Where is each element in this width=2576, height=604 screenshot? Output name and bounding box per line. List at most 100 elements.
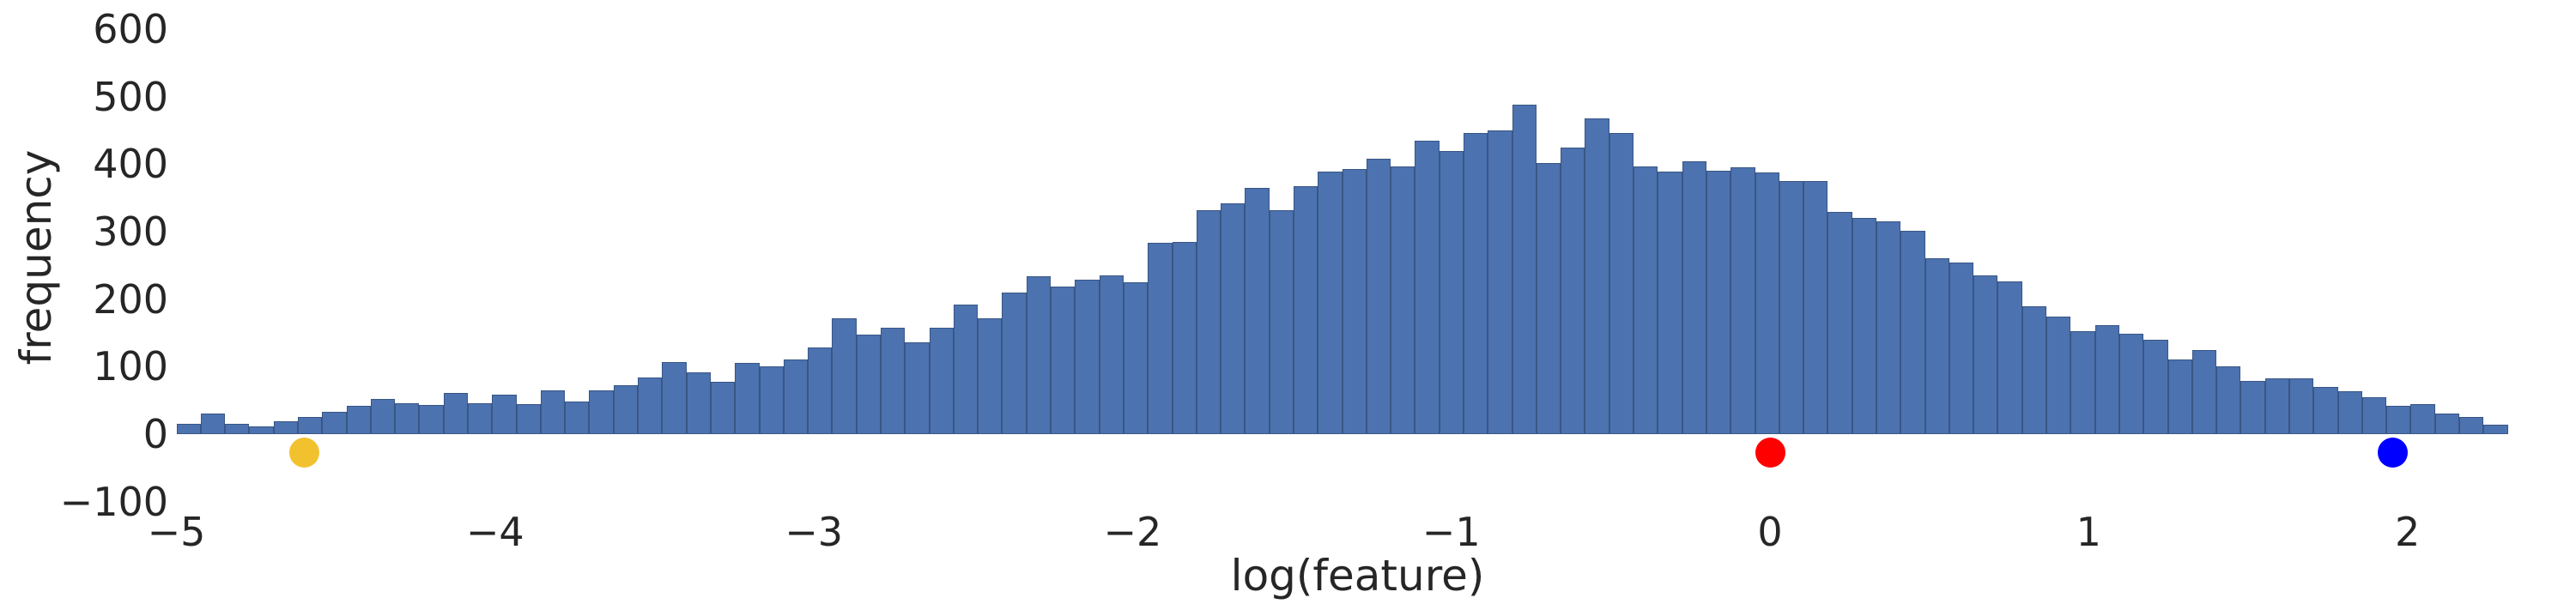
x-tick-label: −5 [147,509,206,555]
histogram-bar [808,347,833,434]
histogram-bar [443,392,468,434]
histogram-bar [370,399,396,434]
histogram-bar [1633,166,1658,434]
histogram-bar [176,424,201,434]
histogram-bar [540,390,566,434]
histogram-bar [297,416,323,434]
histogram-bar [395,402,420,434]
y-tick-label: 400 [93,141,168,188]
histogram-bar [638,377,663,434]
histogram-bar [1051,287,1076,434]
histogram-bar [1682,161,1706,434]
histogram-bar [1439,151,1464,434]
y-tick-label: 0 [142,411,168,457]
histogram-bar [1075,279,1100,434]
histogram-bar [783,359,809,434]
histogram-bar [1755,172,1779,434]
histogram-bar [346,405,371,434]
yellow-marker [288,437,319,468]
x-tick-label: −2 [1103,509,1162,555]
histogram-bar [735,362,760,434]
histogram-bar [589,390,614,434]
y-tick-label: 200 [93,275,168,323]
histogram-bar [686,371,711,434]
histogram-bar [2361,396,2387,434]
histogram-bar [1148,243,1173,434]
histogram-bar [2070,330,2095,434]
histogram-bar [1730,167,1755,434]
histogram-bar [1609,132,1634,434]
histogram-bar [929,327,954,434]
x-tick-label: −1 [1421,509,1481,555]
x-tick-label: −3 [785,509,843,555]
histogram-bar [1293,186,1318,434]
histogram-bar [1221,202,1246,434]
histogram-bar [613,385,639,434]
histogram-bar [880,327,906,434]
y-tick-label: 600 [93,5,168,52]
histogram-bar [978,317,1003,434]
histogram-bar [2459,416,2484,434]
histogram-bar [1318,171,1343,434]
histogram-bar [1245,187,1270,434]
histogram-bar [249,426,274,434]
histogram-bar [2021,306,2047,434]
y-tick-label: −100 [59,478,168,525]
red-marker [1755,437,1785,468]
histogram-bar [2118,333,2144,434]
histogram-bar [225,424,250,434]
histogram-bar [1536,163,1561,434]
histogram-bar [2434,413,2460,434]
histogram-bar [759,366,784,434]
histogram-bar [516,403,541,434]
histogram-bar [492,395,517,434]
histogram-bar [1415,140,1440,434]
histogram-bar [2410,403,2435,434]
histogram-bar [1026,275,1052,434]
histogram-bar [1488,130,1512,434]
histogram-bar [2191,349,2217,434]
histogram-bar [1269,209,1294,434]
histogram-bar [856,334,881,434]
x-tick-label: −4 [465,509,524,555]
histogram-bar [905,341,930,434]
histogram-bar [953,304,979,434]
histogram-bar [2143,339,2168,434]
histogram-bar [1561,148,1585,434]
histogram-bar [468,402,493,434]
histogram-bar [1123,281,1149,434]
histogram-bar [1803,180,1828,434]
histogram-bar [1099,275,1124,434]
histogram-bar [1779,180,1804,434]
histogram-bar [1196,209,1221,434]
histogram-bar [565,402,590,434]
y-tick-label: 100 [93,343,168,390]
x-tick-label: 2 [2394,509,2421,555]
histogram-bar [2483,424,2508,434]
histogram-bar [1827,212,1852,434]
histogram-bar [662,361,687,434]
x-axis-title: log(feature) [1230,551,1485,601]
histogram-bar [1997,281,2022,434]
histogram-bar [1342,169,1367,434]
histogram-bar [2167,359,2192,434]
y-tick-label: 300 [93,208,168,255]
histogram-bar [2288,378,2314,434]
histogram-bar [2240,380,2265,434]
x-tick-label: 1 [2076,509,2101,555]
histogram-bar [2337,390,2362,434]
histogram-bar [710,381,736,434]
histogram-bar [419,405,444,434]
histogram-bar [1002,292,1027,434]
histogram-bar [1585,118,1609,434]
histogram-bar [273,421,298,434]
histogram-bar [1900,231,1925,434]
histogram-bar [1172,241,1197,434]
x-tick-label: 0 [1757,509,1783,555]
histogram-bar [1464,132,1488,434]
blue-marker [2378,437,2409,468]
histogram-bar [1366,158,1391,434]
histogram-bar [1924,257,1949,434]
histogram-bar [1706,171,1731,434]
